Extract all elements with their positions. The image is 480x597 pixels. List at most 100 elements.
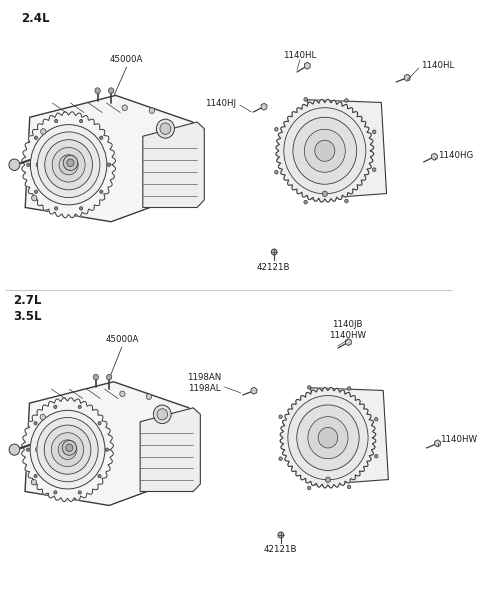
Circle shape [345, 99, 348, 102]
Text: 45000A: 45000A [110, 56, 144, 64]
Circle shape [63, 445, 72, 454]
Polygon shape [261, 103, 267, 110]
Circle shape [304, 129, 345, 173]
Circle shape [157, 409, 168, 420]
Polygon shape [434, 440, 441, 447]
Circle shape [95, 88, 100, 94]
Text: 1140HL: 1140HL [283, 51, 316, 60]
Circle shape [54, 405, 57, 408]
Circle shape [107, 374, 112, 380]
Circle shape [308, 386, 311, 389]
Circle shape [348, 387, 351, 390]
Text: 1140HW: 1140HW [440, 435, 477, 445]
Circle shape [297, 405, 359, 470]
Polygon shape [25, 381, 198, 506]
Circle shape [9, 444, 20, 456]
Circle shape [62, 441, 76, 456]
Circle shape [149, 107, 155, 113]
Text: 1140HG: 1140HG [438, 150, 473, 159]
Text: 1140HL: 1140HL [421, 60, 454, 69]
Circle shape [100, 190, 103, 193]
Circle shape [40, 414, 46, 420]
Circle shape [98, 421, 101, 425]
Circle shape [45, 140, 93, 190]
Circle shape [35, 136, 37, 140]
Circle shape [106, 448, 108, 451]
Polygon shape [22, 398, 113, 501]
Circle shape [37, 417, 98, 482]
Circle shape [154, 405, 171, 424]
Circle shape [293, 117, 357, 184]
Circle shape [100, 136, 103, 140]
Polygon shape [432, 153, 437, 160]
Circle shape [315, 140, 335, 161]
Circle shape [32, 195, 37, 201]
Text: 42121B: 42121B [263, 546, 297, 555]
Text: 1140HJ: 1140HJ [205, 99, 236, 107]
Circle shape [58, 440, 77, 460]
Text: 2.7L: 2.7L [13, 294, 42, 306]
Circle shape [66, 444, 73, 451]
Text: 45000A: 45000A [105, 336, 139, 344]
Circle shape [122, 105, 127, 110]
Polygon shape [251, 387, 257, 394]
Circle shape [9, 159, 20, 171]
Circle shape [63, 155, 78, 171]
Circle shape [31, 479, 36, 485]
Circle shape [59, 155, 78, 175]
Circle shape [78, 405, 81, 408]
Circle shape [36, 162, 41, 168]
Circle shape [55, 207, 58, 210]
Circle shape [108, 163, 110, 167]
Text: 42121B: 42121B [256, 263, 290, 272]
Circle shape [156, 119, 174, 138]
Circle shape [279, 415, 282, 418]
Circle shape [278, 532, 284, 538]
Circle shape [36, 447, 41, 453]
Circle shape [108, 88, 114, 94]
Circle shape [372, 130, 376, 134]
Text: 3.5L: 3.5L [13, 309, 42, 322]
Circle shape [34, 421, 37, 425]
Circle shape [279, 457, 282, 460]
Circle shape [160, 123, 171, 134]
Polygon shape [140, 408, 200, 491]
Circle shape [345, 199, 348, 203]
Polygon shape [143, 122, 204, 208]
Circle shape [30, 410, 105, 489]
Circle shape [98, 475, 101, 478]
Circle shape [288, 396, 368, 480]
Circle shape [322, 191, 327, 196]
Circle shape [271, 249, 277, 255]
Polygon shape [25, 96, 202, 221]
Polygon shape [404, 74, 410, 81]
Circle shape [34, 475, 37, 478]
Polygon shape [22, 112, 116, 218]
Circle shape [80, 207, 83, 210]
Circle shape [78, 491, 81, 494]
Circle shape [308, 417, 348, 458]
Circle shape [304, 97, 307, 101]
Circle shape [37, 132, 100, 198]
Circle shape [55, 119, 58, 123]
Circle shape [348, 485, 351, 489]
Circle shape [80, 119, 83, 123]
Circle shape [26, 448, 30, 451]
Polygon shape [346, 338, 351, 346]
Circle shape [93, 374, 98, 380]
Circle shape [284, 107, 366, 194]
Circle shape [41, 128, 46, 134]
Circle shape [35, 190, 37, 193]
Circle shape [304, 201, 307, 204]
Circle shape [372, 168, 376, 171]
Circle shape [51, 433, 84, 467]
Circle shape [325, 477, 331, 482]
Polygon shape [317, 392, 382, 478]
Circle shape [146, 394, 152, 399]
Polygon shape [307, 100, 386, 199]
Text: 2.4L: 2.4L [21, 11, 49, 24]
Circle shape [374, 417, 378, 421]
Circle shape [44, 425, 91, 474]
Circle shape [26, 163, 30, 167]
Text: 1198AN
1198AL: 1198AN 1198AL [187, 373, 221, 393]
